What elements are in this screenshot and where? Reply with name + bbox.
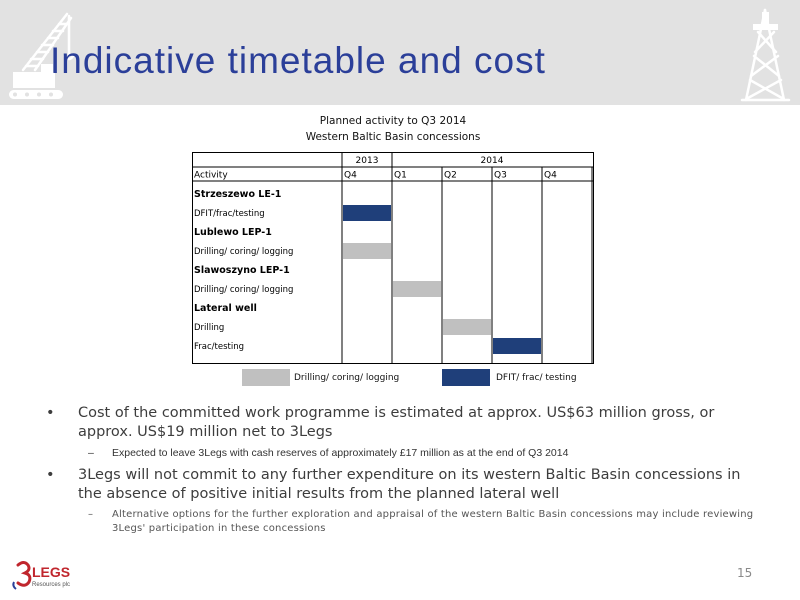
bullet-item: • Cost of the committed work programme is…	[46, 405, 715, 440]
slide-title: Indicative timetable and cost	[50, 40, 546, 81]
quarter-label: Q4	[544, 171, 557, 181]
activity-task-label: Drilling/ coring/ logging	[194, 285, 293, 295]
gantt-bar-drilling	[393, 281, 441, 297]
quarter-label: Q1	[394, 171, 407, 181]
activity-group-label: Slawoszyno LEP-1	[194, 265, 290, 276]
activity-group-label: Lateral well	[194, 303, 257, 314]
activity-group-label: Strzeszewo LE-1	[194, 189, 281, 200]
company-logo: LEGS Resources plc	[12, 561, 70, 590]
activity-task-label: Drilling/ coring/ logging	[194, 247, 293, 257]
gantt-chart: 2013 2014 Activity Q4 Q1 Q2 Q3 Q4 Strzeszewo LE-…	[192, 152, 594, 364]
sub-bullet-text: Expected to leave 3Legs with cash reserv…	[112, 447, 569, 459]
quarter-label: Q2	[444, 171, 457, 181]
legend-label: Drilling/ coring/ logging	[294, 373, 400, 383]
chart-title-line2: Western Baltic Basin concessions	[305, 131, 481, 143]
legend-label: DFIT/ frac/ testing	[496, 373, 577, 383]
year-label: 2013	[356, 156, 379, 166]
gantt-frame	[192, 152, 594, 364]
logo-name: LEGS	[32, 564, 70, 580]
activity-task-label: Drilling	[194, 323, 224, 333]
legend-swatch	[242, 369, 290, 386]
bullet-text: 3Legs will not commit to any further exp…	[78, 467, 741, 502]
quarter-label: Q3	[494, 171, 507, 181]
bullet-text: Cost of the committed work programme is …	[78, 405, 715, 440]
sub-bullet-text: Alternative options for the further expl…	[112, 509, 754, 534]
logo-tagline: Resources plc	[32, 582, 70, 588]
chart-title-line1: Planned activity to Q3 2014	[319, 115, 467, 127]
gantt-bar-drilling	[443, 319, 491, 335]
quarter-label: Q4	[344, 171, 357, 181]
gantt-bar-dfit	[493, 338, 541, 354]
activity-header: Activity	[194, 171, 228, 181]
legend-swatch	[442, 369, 490, 386]
activity-task-label: Frac/testing	[194, 342, 244, 352]
year-label: 2014	[481, 156, 504, 166]
oil-rig-icon	[740, 8, 791, 102]
gantt-bar-dfit	[343, 205, 391, 221]
sub-bullet-item: – Expected to leave 3Legs with cash reser…	[88, 447, 569, 459]
slide-header: Indicative timetable and cost	[0, 0, 800, 105]
bullet-item: • 3Legs will not commit to any further ex…	[46, 467, 741, 502]
sub-bullet-item: – Alternative options for the further exp…	[88, 509, 754, 534]
gantt-bar-drilling	[343, 243, 391, 259]
bullet-list: • Cost of the committed work programme is…	[40, 404, 760, 542]
page-number: 15	[737, 566, 753, 580]
crane-icon	[9, 12, 75, 99]
activity-group-label: Lublewo LEP-1	[194, 227, 272, 238]
activity-task-label: DFIT/frac/testing	[194, 209, 265, 219]
